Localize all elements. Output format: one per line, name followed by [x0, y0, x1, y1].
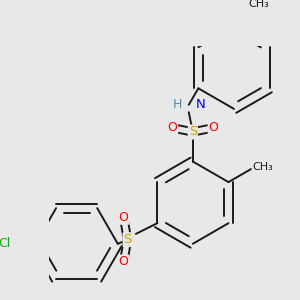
Text: N: N — [195, 98, 205, 111]
Text: O: O — [118, 211, 128, 224]
Text: O: O — [208, 121, 218, 134]
Text: O: O — [167, 121, 177, 134]
Text: S: S — [124, 233, 132, 246]
Text: CH₃: CH₃ — [248, 0, 269, 10]
Text: H: H — [173, 98, 182, 111]
Text: S: S — [189, 125, 197, 138]
Text: CH₃: CH₃ — [252, 162, 273, 172]
Text: Cl: Cl — [0, 237, 11, 250]
Text: O: O — [118, 255, 128, 268]
